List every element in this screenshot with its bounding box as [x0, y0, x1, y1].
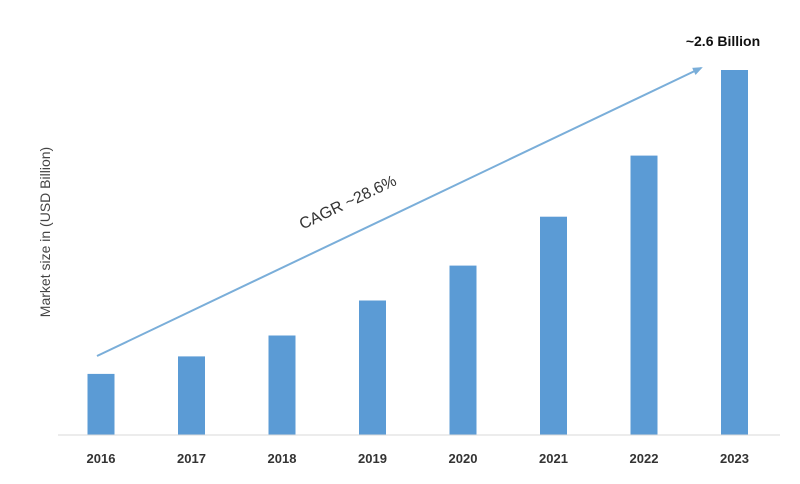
cagr-annotation: CAGR ~28.6%	[297, 173, 399, 234]
x-tick-label-2021: 2021	[539, 451, 568, 466]
bar-2023	[721, 70, 748, 435]
bar-2021	[540, 216, 567, 435]
peak-value-label: ~2.6 Billion	[686, 33, 760, 49]
x-tick-label-2019: 2019	[358, 451, 387, 466]
x-tick-label-2016: 2016	[87, 451, 116, 466]
bar-2016	[87, 373, 115, 435]
bar-2022	[630, 155, 658, 435]
bars-group	[87, 70, 748, 435]
x-tick-label-2022: 2022	[630, 451, 659, 466]
bar-2017	[178, 356, 205, 435]
bar-2019	[359, 300, 386, 435]
x-tick-label-2018: 2018	[268, 451, 297, 466]
bar-2018	[268, 335, 296, 435]
x-tick-label-2017: 2017	[177, 451, 206, 466]
y-axis-label: Market size in (USD Billion)	[37, 147, 53, 317]
x-tick-labels: 2016 2017 2018 2019 2020 2021 2022 2023	[87, 451, 749, 466]
x-tick-label-2020: 2020	[449, 451, 478, 466]
bar-2020	[449, 265, 477, 435]
cagr-arrow	[96, 67, 703, 357]
x-tick-label-2023: 2023	[720, 451, 749, 466]
